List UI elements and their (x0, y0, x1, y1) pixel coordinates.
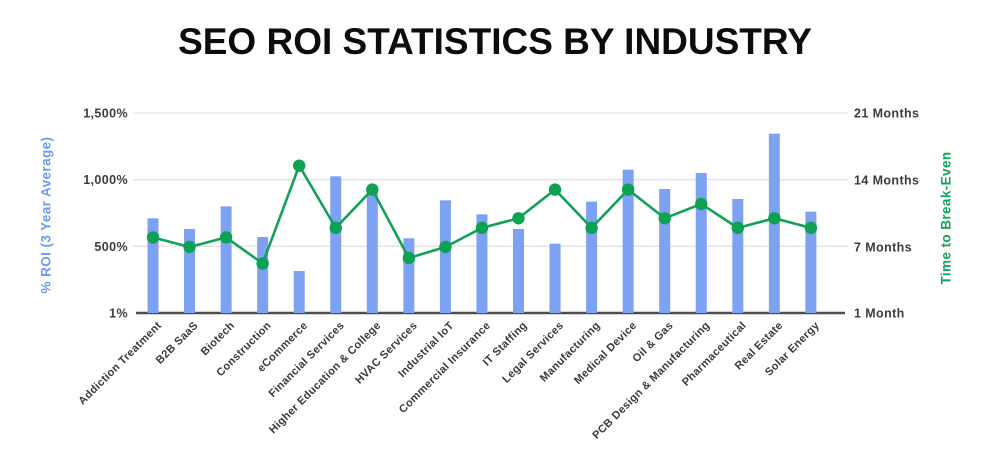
break-even-marker (256, 257, 269, 270)
roi-bar (586, 201, 598, 313)
break-even-marker (183, 240, 196, 254)
roi-bar (476, 214, 488, 313)
category-label: Pharmaceutical (680, 320, 749, 389)
left-axis-tick-label: 1,000% (83, 173, 128, 187)
break-even-marker (512, 212, 525, 225)
break-even-marker (731, 221, 744, 235)
roi-bar (695, 173, 707, 313)
break-even-marker (548, 183, 562, 196)
roi-bar (622, 169, 634, 313)
break-even-marker (219, 231, 233, 244)
roi-bar (184, 229, 196, 313)
break-even-marker (402, 251, 416, 265)
break-even-marker (439, 240, 452, 254)
break-even-marker (329, 221, 342, 235)
right-axis-tick-label: 1 Month (854, 307, 905, 321)
right-axis-tick-label: 21 Months (854, 107, 919, 121)
left-axis-tick-label: 1,500% (83, 107, 128, 121)
break-even-marker (621, 183, 635, 196)
roi-bar (439, 200, 451, 313)
left-axis-tick-label: 500% (94, 240, 128, 254)
right-axis-tick-label: 14 Months (854, 174, 919, 188)
category-label: Addiction Treatment (76, 320, 164, 408)
break-even-marker (366, 183, 379, 196)
left-axis-tick-label: 1% (109, 306, 128, 320)
roi-bar (513, 229, 524, 313)
roi-bar (659, 189, 671, 313)
roi-bar (147, 218, 159, 313)
roi-bar (549, 243, 561, 313)
break-even-marker (695, 197, 708, 211)
break-even-marker (475, 221, 489, 235)
break-even-marker (768, 212, 781, 225)
roi-bar (805, 211, 817, 313)
break-even-marker (804, 221, 818, 235)
roi-bar (366, 191, 378, 313)
right-axis-tick-label: 7 Months (854, 241, 912, 255)
category-label: HVAC Services (353, 320, 420, 387)
roi-bar (732, 199, 744, 313)
category-label: Medical Device (572, 320, 639, 387)
break-even-marker (146, 231, 160, 244)
break-even-marker (293, 159, 306, 172)
chart-title: SEO ROI STATISTICS BY INDUSTRY (178, 21, 812, 62)
roi-bar (293, 271, 305, 313)
roi-bar (220, 206, 232, 313)
roi-bar (403, 238, 415, 313)
break-even-marker (585, 221, 598, 235)
break-even-marker (658, 212, 671, 225)
roi-bar (257, 237, 269, 313)
roi-bar (330, 176, 342, 313)
